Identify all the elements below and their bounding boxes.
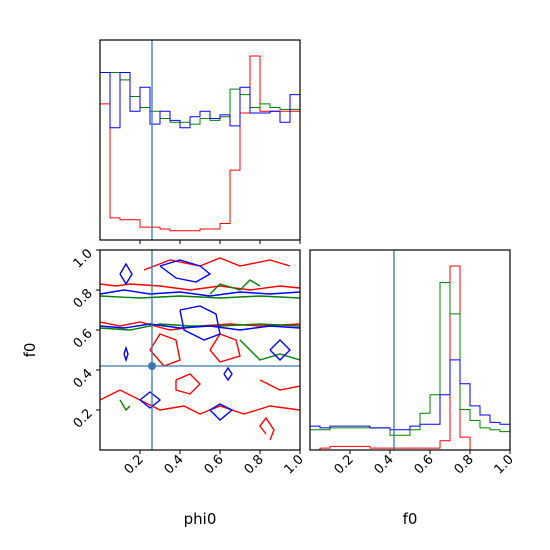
phi0-histogram-series — [100, 55, 300, 240]
f0-axis-tick-label: 0.4 — [71, 366, 96, 391]
f0-axis-tick-label: 1.0 — [71, 246, 96, 271]
phi0-axis-tick-label: 0.4 — [162, 452, 187, 477]
contour-blue — [100, 323, 300, 331]
contour-lines — [100, 257, 300, 441]
f0-axis-tick-label: 0.6 — [71, 326, 96, 351]
contour-green — [100, 323, 300, 331]
f0-axis-tick-label: 0.8 — [71, 286, 96, 311]
phi0-axis-label: phi0 — [184, 510, 217, 528]
phi0-axis-tick-label: 0.8 — [242, 452, 267, 477]
histogram-blue — [310, 359, 510, 450]
f0-histogram-panel: 0.2 0.4 0.6 0.8 1.0 f0 — [309, 249, 517, 528]
contour-green — [209, 279, 261, 295]
histogram-blue — [100, 72, 300, 240]
contour-blue — [223, 366, 233, 382]
phi0-histogram-ticks — [139, 240, 301, 244]
contour-green — [239, 339, 300, 361]
f0-axis-tick-label: 0.8 — [452, 452, 477, 477]
contour-red — [175, 373, 201, 395]
f0-histogram-series — [310, 265, 510, 450]
contour-blue — [139, 391, 162, 409]
contour-green — [100, 295, 300, 299]
histogram-red — [310, 265, 510, 450]
contour-red — [209, 333, 241, 363]
histogram-red — [100, 55, 300, 240]
contour-red — [259, 379, 300, 391]
phi0-histogram-panel — [99, 39, 301, 244]
contour-frame — [99, 249, 301, 451]
f0-axis-tick-label: 0.2 — [71, 406, 96, 431]
f0-histogram-frame — [309, 249, 511, 451]
f0-y-axis-label: f0 — [21, 343, 39, 358]
phi0-axis-ticks: 0.2 0.4 0.6 0.8 1.0 — [122, 450, 307, 477]
f0-axis-ticks: 0.2 0.4 0.6 0.8 1.0 — [332, 450, 517, 477]
phi0-f0-contour-panel: 0.2 0.4 0.6 0.8 1.0 0.2 0.4 0.6 0.8 1.0 phi0 f0 — [21, 246, 307, 528]
contour-blue — [269, 339, 291, 361]
contour-blue — [123, 345, 129, 363]
contour-green — [119, 399, 131, 412]
f0-x-axis-label: f0 — [403, 510, 418, 528]
contour-red — [100, 389, 300, 415]
contour-blue — [209, 403, 234, 421]
contour-blue — [100, 289, 300, 297]
f0-axis-tick-label: 0.2 — [332, 452, 357, 477]
phi0-axis-tick-label: 1.0 — [282, 452, 307, 477]
histogram-green — [100, 72, 300, 240]
f0-axis-ticks: 0.2 0.4 0.6 0.8 1.0 — [71, 246, 100, 431]
truth-point-marker — [148, 362, 156, 370]
contour-blue — [179, 305, 221, 341]
contour-red — [100, 283, 300, 291]
phi0-axis-tick-label: 0.2 — [122, 452, 147, 477]
phi0-histogram-frame — [99, 39, 301, 241]
phi0-axis-tick-label: 0.6 — [202, 452, 227, 477]
contour-red — [149, 333, 181, 367]
contour-blue — [119, 262, 133, 286]
f0-axis-tick-label: 0.4 — [372, 452, 397, 477]
contour-red — [143, 257, 291, 271]
f0-axis-tick-label: 1.0 — [492, 452, 517, 477]
f0-axis-tick-label: 0.6 — [412, 452, 437, 477]
histogram-green — [310, 282, 510, 450]
contour-red — [259, 416, 275, 441]
contour-blue — [159, 259, 212, 283]
